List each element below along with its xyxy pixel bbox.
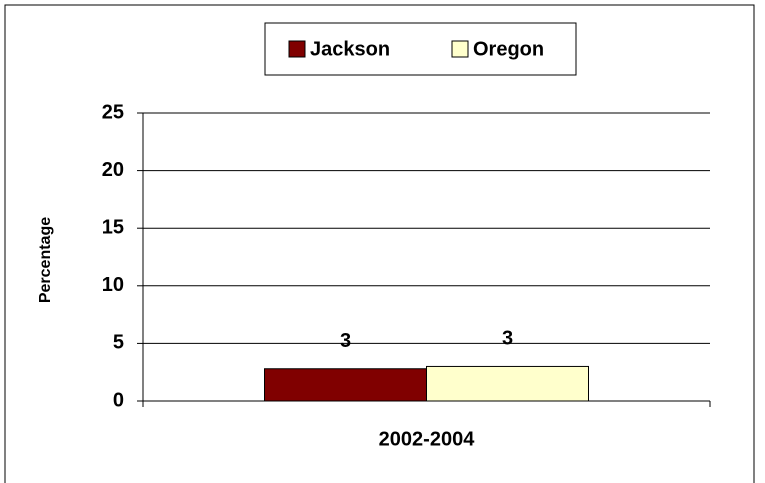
y-tick-label: 15 <box>102 216 124 238</box>
x-tick-label: 2002-2004 <box>379 428 476 450</box>
legend-label: Jackson <box>310 38 390 60</box>
data-label: 3 <box>340 330 351 352</box>
data-label: 3 <box>502 328 513 350</box>
y-tick-label: 5 <box>113 332 124 354</box>
y-tick-label: 20 <box>102 159 124 181</box>
y-tick-label: 0 <box>113 389 124 411</box>
y-tick-label: 10 <box>102 274 124 296</box>
legend-box <box>264 22 577 76</box>
y-tick-label: 25 <box>102 101 124 123</box>
legend-label: Oregon <box>473 38 544 60</box>
y-axis-label: Percentage <box>37 217 54 303</box>
bar <box>264 368 427 402</box>
chart-frame <box>4 4 755 483</box>
bar <box>426 365 589 402</box>
legend-swatch <box>451 40 469 58</box>
legend-swatch <box>288 40 306 58</box>
